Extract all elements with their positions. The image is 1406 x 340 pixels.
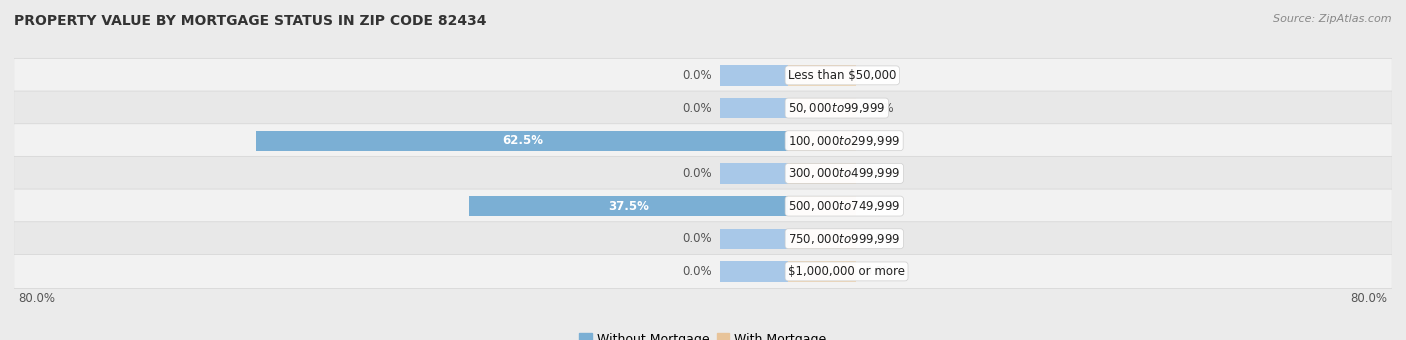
FancyBboxPatch shape [14, 254, 1392, 288]
Text: 0.0%: 0.0% [682, 102, 711, 115]
Text: 37.5%: 37.5% [609, 200, 650, 212]
Text: $1,000,000 or more: $1,000,000 or more [787, 265, 905, 278]
Text: 0.0%: 0.0% [865, 69, 894, 82]
Text: 0.0%: 0.0% [865, 200, 894, 212]
FancyBboxPatch shape [14, 91, 1392, 125]
Bar [720, 98, 787, 118]
FancyBboxPatch shape [14, 124, 1392, 158]
Text: 0.0%: 0.0% [865, 232, 894, 245]
Legend: Without Mortgage, With Mortgage: Without Mortgage, With Mortgage [576, 330, 830, 340]
Bar [787, 261, 856, 282]
Text: 0.0%: 0.0% [682, 265, 711, 278]
Text: 0.0%: 0.0% [865, 134, 894, 147]
Text: 80.0%: 80.0% [18, 292, 55, 305]
Text: 80.0%: 80.0% [1351, 292, 1388, 305]
Text: 0.0%: 0.0% [865, 167, 894, 180]
Text: Less than $50,000: Less than $50,000 [787, 69, 897, 82]
Text: $100,000 to $299,999: $100,000 to $299,999 [787, 134, 900, 148]
Bar [256, 131, 787, 151]
Text: 0.0%: 0.0% [682, 69, 711, 82]
Bar [720, 163, 787, 184]
Text: $50,000 to $99,999: $50,000 to $99,999 [787, 101, 886, 115]
Bar [787, 65, 856, 85]
Text: $500,000 to $749,999: $500,000 to $749,999 [787, 199, 900, 213]
Bar [720, 228, 787, 249]
FancyBboxPatch shape [14, 189, 1392, 223]
Text: 62.5%: 62.5% [502, 134, 543, 147]
Bar [787, 163, 856, 184]
FancyBboxPatch shape [14, 156, 1392, 190]
Bar [720, 65, 787, 85]
Text: $300,000 to $499,999: $300,000 to $499,999 [787, 166, 900, 181]
Text: 0.0%: 0.0% [865, 265, 894, 278]
Text: 0.0%: 0.0% [865, 102, 894, 115]
FancyBboxPatch shape [14, 58, 1392, 92]
Bar [720, 261, 787, 282]
Text: Source: ZipAtlas.com: Source: ZipAtlas.com [1274, 14, 1392, 23]
Bar [787, 228, 856, 249]
Bar [787, 131, 856, 151]
Text: 0.0%: 0.0% [682, 232, 711, 245]
Bar [470, 196, 787, 216]
Text: 0.0%: 0.0% [682, 167, 711, 180]
Bar [787, 98, 856, 118]
Text: PROPERTY VALUE BY MORTGAGE STATUS IN ZIP CODE 82434: PROPERTY VALUE BY MORTGAGE STATUS IN ZIP… [14, 14, 486, 28]
Text: $750,000 to $999,999: $750,000 to $999,999 [787, 232, 900, 246]
Bar [787, 196, 856, 216]
FancyBboxPatch shape [14, 222, 1392, 256]
